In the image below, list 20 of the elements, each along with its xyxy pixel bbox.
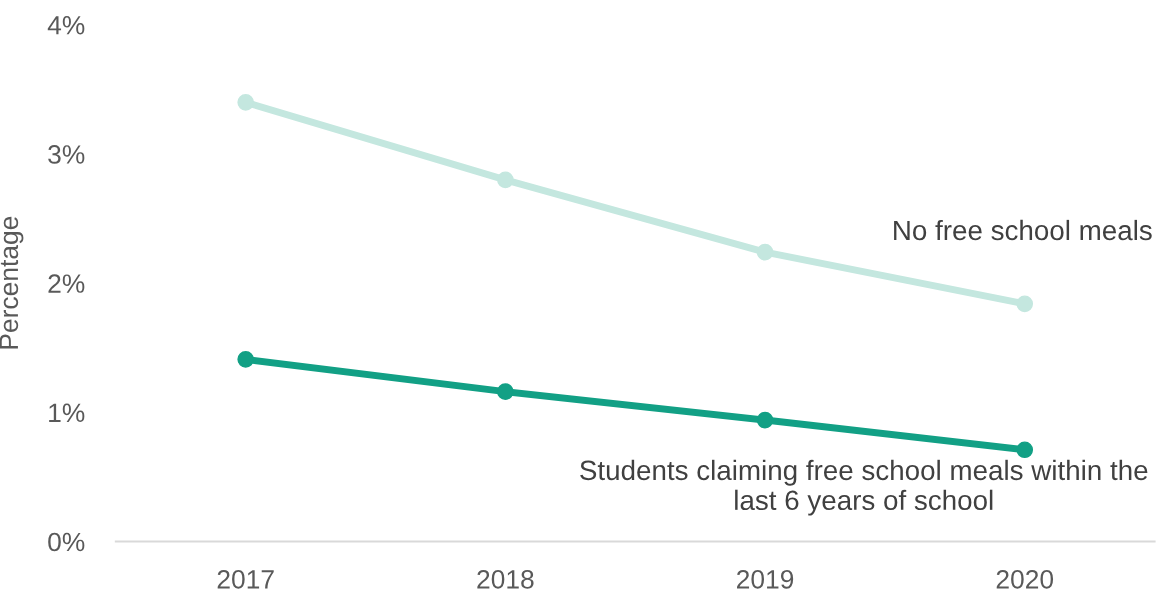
point: [497, 383, 514, 400]
y-tick-label: 3%: [48, 145, 85, 164]
point: [237, 351, 255, 368]
y-axis-title: Percentage: [0, 216, 24, 349]
text: Students claiming free school meals within the last 6 years of school: [580, 459, 1148, 516]
x-tick-label: 2018: [477, 569, 534, 589]
x-tick-label: 2020: [996, 569, 1054, 589]
series-label: No free school meals: [894, 219, 1152, 241]
x-tick-label: 2019: [737, 569, 794, 589]
y-tick-label: 0%: [48, 532, 85, 552]
point: [1016, 441, 1034, 459]
y-tick-label: 1%: [49, 403, 85, 423]
point: [497, 171, 514, 189]
point: [756, 243, 774, 261]
y-tick-label: 4%: [47, 16, 85, 35]
y-tick-label: 2%: [48, 274, 85, 293]
point: [237, 93, 255, 111]
point: [756, 411, 774, 429]
x-tick-label: 2017: [217, 569, 274, 589]
point: [1016, 295, 1034, 313]
